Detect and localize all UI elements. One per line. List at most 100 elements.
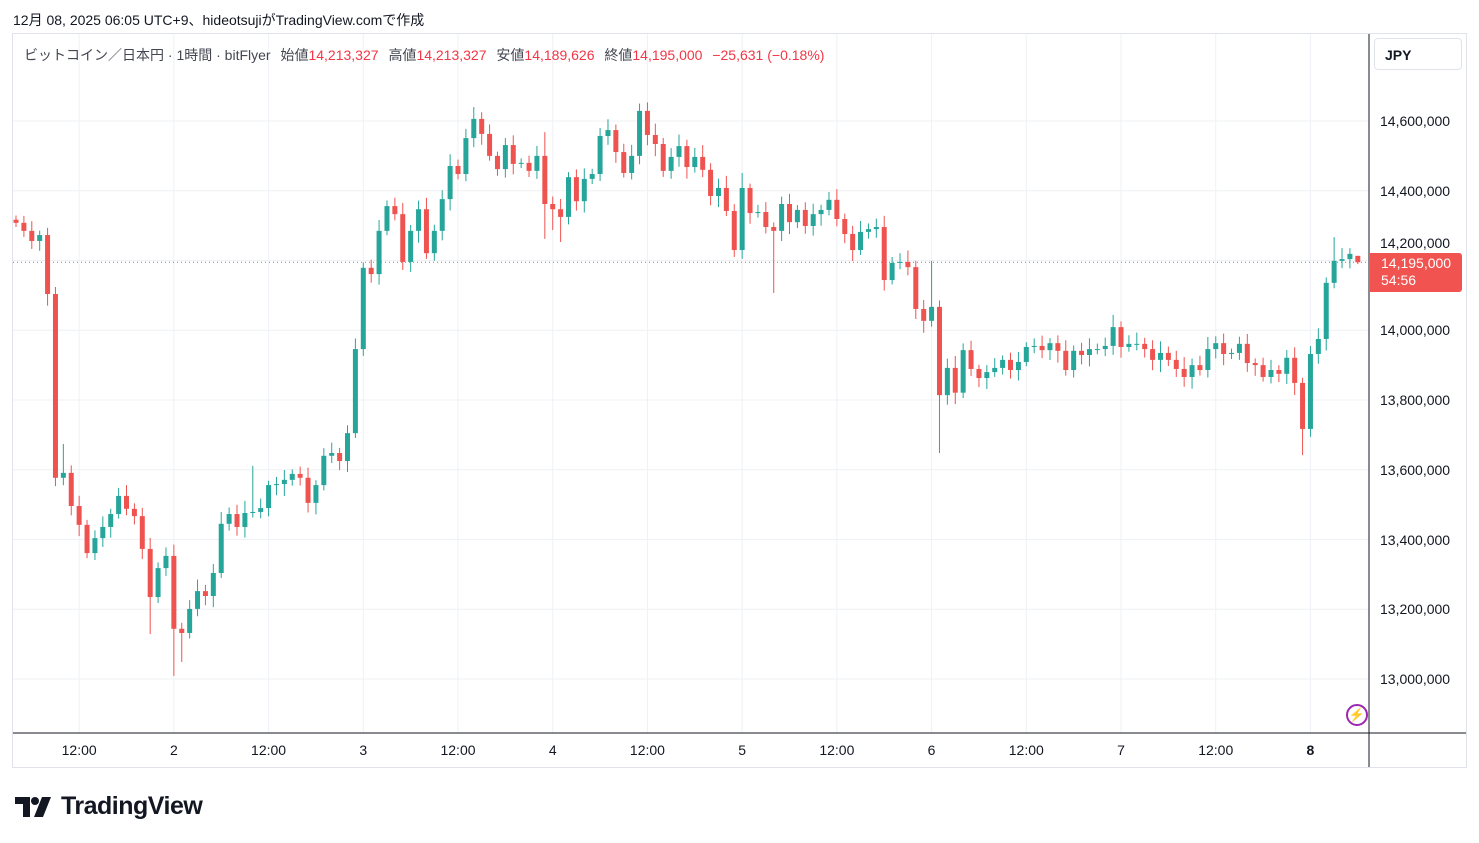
candle-body [368, 267, 374, 275]
candle-body [439, 199, 445, 231]
candle-body [873, 227, 879, 230]
time-tick-label: 12:00 [440, 742, 476, 758]
candle-body [644, 110, 650, 135]
time-tick-label: 12:00 [251, 742, 287, 758]
candle-up [944, 358, 950, 405]
candle-body [179, 628, 185, 633]
candle-down [124, 485, 130, 516]
candle-body [1284, 357, 1290, 374]
candle-body [155, 568, 161, 598]
candle-body [605, 130, 611, 136]
time-tick-label: 12:00 [629, 742, 665, 758]
candle-up [329, 442, 335, 464]
candle-up [321, 448, 327, 491]
candle-down [881, 215, 887, 291]
price-tick-label: 14,400,000 [1380, 182, 1451, 199]
candle-body [929, 306, 935, 321]
candle-down [297, 466, 303, 486]
candle-up [1315, 328, 1321, 364]
candle-body [834, 199, 840, 219]
candle-body [297, 473, 303, 478]
candle-body [952, 367, 958, 393]
candle-up [518, 158, 524, 169]
candle-body [37, 235, 43, 241]
candle-body [510, 145, 516, 164]
candle-up [1071, 345, 1077, 378]
candle-down [1181, 357, 1187, 387]
candle-up [589, 168, 595, 185]
candle-body [1157, 352, 1163, 360]
candle-down [913, 260, 919, 320]
candle-up [629, 144, 635, 180]
candle-up [755, 204, 761, 218]
chart-caption: 12月 08, 2025 06:05 UTC+9、hideotsujiがTrad… [13, 12, 425, 28]
candle-body [581, 178, 587, 202]
candle-body [479, 118, 485, 134]
candle-down [542, 132, 548, 239]
candle-down [68, 465, 74, 516]
candle-body [921, 308, 927, 321]
tradingview-logo[interactable]: TradingView [15, 792, 203, 821]
candle-body [392, 206, 398, 215]
candle-body [352, 349, 358, 434]
candle-body [684, 146, 690, 168]
candle-up [100, 516, 106, 547]
candle-down [1221, 333, 1227, 366]
currency-button[interactable]: JPY [1374, 38, 1462, 70]
candle-body [76, 506, 82, 525]
candle-down [487, 124, 493, 161]
candle-body [660, 144, 666, 171]
candle-up [266, 480, 272, 517]
candle-body [1055, 343, 1061, 351]
candle-body [763, 212, 769, 228]
candle-down [45, 227, 51, 306]
candle-up [376, 219, 382, 285]
candle-body [108, 514, 114, 527]
candle-body [1197, 365, 1203, 371]
candle-body [1292, 357, 1298, 383]
lightning-icon[interactable]: ⚡ [1346, 704, 1368, 726]
candle-body [747, 187, 753, 214]
candle-body [321, 455, 327, 486]
candle-body [131, 508, 137, 517]
candle-up [581, 168, 587, 213]
candle-up [242, 500, 248, 538]
candle-body [723, 187, 729, 211]
symbol-title[interactable]: ビットコイン／日本円 · 1時間 · bitFlyer [24, 47, 271, 63]
candle-body [124, 495, 130, 509]
candle-down [1079, 342, 1085, 365]
candle-body [1236, 343, 1242, 353]
candle-down [368, 259, 374, 283]
price-tick-label: 13,000,000 [1380, 671, 1451, 687]
candle-up [273, 476, 279, 496]
candle-body [250, 511, 256, 513]
candle-down [305, 467, 311, 513]
candle-body [573, 177, 579, 202]
candle-up [794, 205, 800, 229]
candle-body [960, 350, 966, 393]
candle-down [1008, 352, 1014, 379]
candle-body [29, 230, 35, 241]
candle-up [187, 600, 193, 639]
bar-countdown: 54:56 [1381, 272, 1417, 288]
candle-down [1165, 346, 1171, 366]
candle-body [1086, 349, 1092, 356]
candle-down [202, 584, 208, 606]
candle-down [747, 183, 753, 224]
candle-body [1000, 359, 1006, 368]
close-value: 14,195,000 [632, 47, 703, 63]
candle-down [171, 544, 177, 676]
candle-down [573, 169, 579, 211]
candle-up [116, 487, 122, 519]
candle-down [1260, 357, 1266, 382]
candle-body [400, 214, 406, 262]
candle-down [771, 222, 777, 293]
candle-body [810, 214, 816, 226]
candle-up [826, 191, 832, 216]
candle-up [431, 224, 437, 261]
candle-body [818, 209, 824, 215]
candle-up [889, 257, 895, 285]
candle-up [597, 127, 603, 182]
candle-up [984, 365, 990, 389]
